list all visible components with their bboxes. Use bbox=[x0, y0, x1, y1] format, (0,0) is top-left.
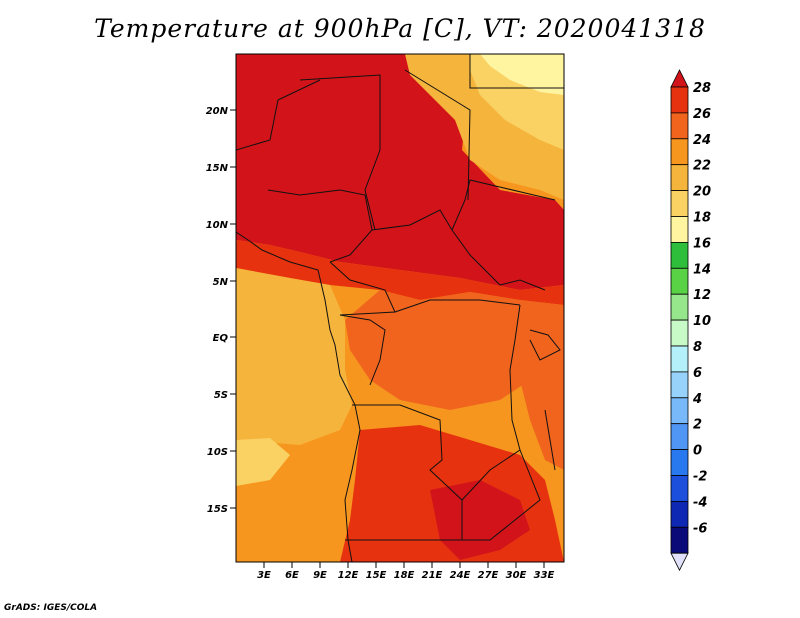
colorbar-swatch bbox=[670, 164, 689, 191]
colorbar-label: 18 bbox=[693, 211, 711, 226]
lat-tick-label: 20N bbox=[206, 106, 229, 117]
border-sudan bbox=[451, 179, 556, 291]
colorbar-label: 28 bbox=[693, 81, 711, 96]
colorbar-swatch bbox=[670, 86, 689, 114]
credit-label: GrADS: IGES/COLA bbox=[4, 603, 98, 613]
lon-tick-label: 24E bbox=[450, 570, 471, 581]
lon-tick-label: 9E bbox=[313, 570, 327, 581]
colorbar-label: -4 bbox=[693, 495, 707, 510]
border-drc-north bbox=[394, 299, 521, 313]
lat-tick-label: 10S bbox=[207, 447, 228, 458]
border-drc-east bbox=[509, 304, 521, 451]
coastline-west bbox=[236, 231, 361, 562]
lon-tick-label: 30E bbox=[506, 570, 527, 581]
colorbar-swatch bbox=[670, 397, 689, 425]
colorbar-swatch bbox=[670, 423, 689, 451]
colorbar-label: 16 bbox=[693, 236, 711, 251]
colorbar-swatch bbox=[670, 319, 689, 347]
border-congo-gabon bbox=[339, 314, 386, 386]
chart-title: Temperature at 900hPa [C], VT: 202004131… bbox=[94, 14, 706, 43]
lon-tick-label: 3E bbox=[257, 570, 271, 581]
colorbar-swatch bbox=[670, 138, 689, 166]
border-chad-car bbox=[371, 209, 501, 286]
colorbar-swatch bbox=[670, 241, 689, 269]
lon-axis: 3E 6E 9E 12E 15E 18E 21E 24E 27E 30E 33E bbox=[257, 562, 555, 581]
colorbar-label: 4 bbox=[692, 392, 702, 407]
border-libya-egypt bbox=[469, 54, 564, 89]
colorbar-label: 2 bbox=[693, 418, 702, 433]
colorbar-label: 6 bbox=[693, 366, 702, 381]
border-libya-chad bbox=[404, 69, 471, 201]
colorbar-swatch bbox=[670, 526, 689, 554]
lon-tick-label: 21E bbox=[422, 570, 443, 581]
field-atlantic-sw bbox=[236, 438, 290, 486]
lat-tick-label: 5S bbox=[214, 390, 228, 401]
colorbar-bottom-arrow bbox=[670, 552, 689, 572]
field-atlantic bbox=[236, 268, 352, 445]
colorbar-swatch bbox=[670, 475, 689, 502]
colorbar-swatch bbox=[670, 190, 689, 217]
lat-tick-label: 10N bbox=[206, 220, 229, 231]
lon-tick-label: 18E bbox=[394, 570, 415, 581]
lon-tick-label: 6E bbox=[285, 570, 299, 581]
lon-tick-label: 33E bbox=[534, 570, 555, 581]
colorbar-label: -6 bbox=[693, 521, 707, 536]
lon-tick-label: 27E bbox=[478, 570, 499, 581]
colorbar-label: 22 bbox=[693, 159, 711, 174]
lon-tick-label: 15E bbox=[366, 570, 387, 581]
border-cameroon bbox=[329, 261, 396, 316]
colorbar-label: 10 bbox=[693, 314, 711, 329]
lon-tick-label: 12E bbox=[338, 570, 359, 581]
temperature-field bbox=[236, 54, 564, 562]
colorbar-swatch bbox=[670, 293, 689, 321]
lat-tick-label: EQ bbox=[213, 333, 229, 344]
colorbar-label: 24 bbox=[693, 133, 711, 148]
colorbar-label: 26 bbox=[693, 107, 711, 122]
colorbar-label: -2 bbox=[693, 470, 707, 485]
colorbar-swatch bbox=[670, 371, 689, 399]
border-angola bbox=[345, 404, 463, 541]
colorbar-swatch bbox=[670, 216, 689, 243]
colorbar-label: 0 bbox=[693, 444, 702, 459]
field-band-sahel-south bbox=[236, 240, 564, 305]
colorbar-label: 12 bbox=[693, 288, 711, 303]
colorbar-swatch bbox=[670, 500, 689, 528]
field-coolest-northeast bbox=[480, 54, 564, 95]
lat-tick-label: 5N bbox=[213, 277, 229, 288]
map-frame bbox=[235, 53, 565, 563]
colorbar-swatch bbox=[670, 267, 689, 295]
field-hot-north bbox=[236, 54, 564, 290]
colorbar-label: 8 bbox=[693, 340, 702, 355]
country-boundaries bbox=[236, 54, 564, 562]
colorbar-swatch bbox=[670, 345, 689, 373]
field-congo bbox=[345, 290, 540, 410]
colorbar-swatch bbox=[670, 449, 689, 476]
border-nigeria bbox=[267, 189, 373, 263]
lat-axis: 20N 15N 10N 5N EQ 5S 10S 15S bbox=[206, 106, 236, 515]
colorbar-label: 14 bbox=[693, 262, 711, 277]
lat-tick-label: 15S bbox=[207, 504, 228, 515]
lat-tick-label: 15N bbox=[206, 163, 229, 174]
colorbar-swatch bbox=[670, 112, 689, 140]
border-east-lakes bbox=[529, 329, 561, 471]
colorbar-label: 20 bbox=[693, 185, 711, 200]
border-mali-niger bbox=[236, 79, 321, 151]
colorbar-top-arrow bbox=[670, 69, 689, 88]
border-niger-chad bbox=[299, 74, 381, 231]
border-zambia bbox=[461, 449, 541, 541]
